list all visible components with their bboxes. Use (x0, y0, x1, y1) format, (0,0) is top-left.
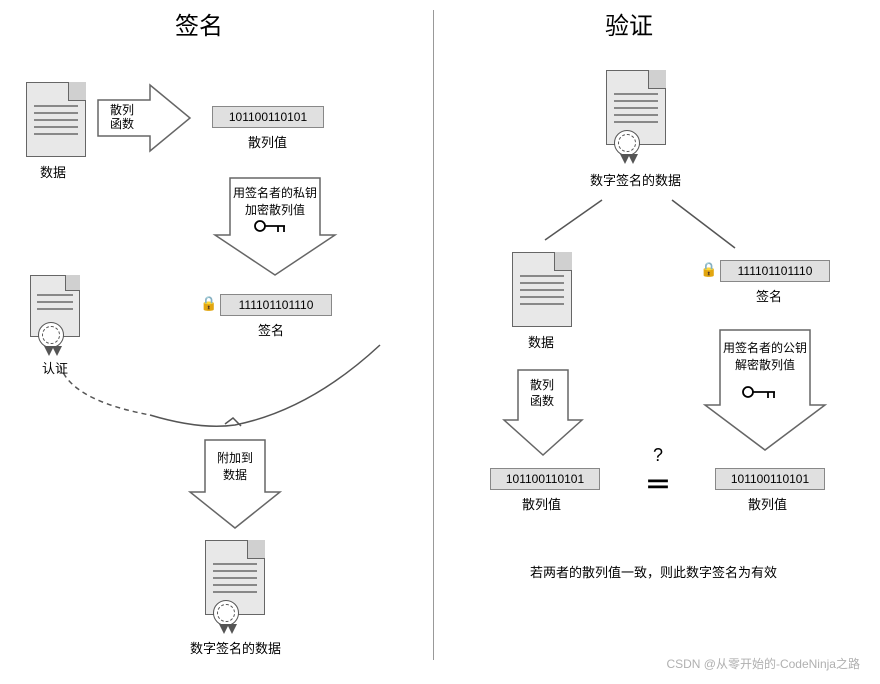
cert-label: 认证 (42, 358, 68, 377)
verify-data-label: 数据 (528, 332, 554, 351)
signing-title: 签名 (175, 6, 223, 41)
hash-fn-line1: 散列 (110, 103, 134, 117)
verify-ribbon2 (628, 154, 638, 164)
cert-ribbon2 (52, 346, 62, 356)
data-doc-icon (26, 82, 86, 157)
encrypt-text: 用签名者的私钥 加密散列值 (230, 185, 320, 219)
append-line1: 附加到 (217, 451, 253, 465)
append-line2: 数据 (223, 468, 247, 482)
equals-sign: ＝ (645, 465, 671, 502)
hash-fn-text: 散列 函数 (110, 103, 134, 132)
verify-lock-icon: 🔒 (700, 262, 714, 276)
decrypt-text: 用签名者的公钥 解密散列值 (720, 340, 810, 374)
signature-label: 签名 (258, 320, 284, 339)
verify-signed-seal-icon (614, 130, 640, 156)
verify-data-doc-icon (512, 252, 572, 327)
encrypt-line1: 用签名者的私钥 (233, 186, 317, 200)
append-text: 附加到 数据 (213, 450, 257, 484)
cert-seal-icon (38, 322, 64, 348)
signature-box: 111101101110 (220, 294, 332, 316)
verify-signature-label: 签名 (756, 286, 782, 305)
encrypt-line2: 加密散列值 (245, 203, 305, 217)
verify-hashfn-text: 散列 函数 (530, 378, 554, 409)
verify-hashfn-line2: 函数 (530, 394, 554, 408)
verify-hash-left-label: 散列值 (522, 494, 561, 513)
decrypt-line2: 解密散列值 (735, 358, 795, 372)
signed-seal-icon (213, 600, 239, 626)
verify-title: 验证 (605, 6, 653, 41)
lock-icon: 🔒 (200, 296, 214, 310)
verify-hash-right-label: 散列值 (748, 494, 787, 513)
question-mark: ? (653, 445, 663, 466)
hash-value-label: 散列值 (248, 132, 287, 151)
hash-fn-line2: 函数 (110, 117, 134, 131)
verify-hash-right-box: 101100110101 (715, 468, 825, 490)
verify-hashfn-line1: 散列 (530, 378, 554, 392)
signed-ribbon2 (227, 624, 237, 634)
verify-hash-left-box: 101100110101 (490, 468, 600, 490)
watermark: CSDN @从零开始的-CodeNinja之路 (666, 655, 860, 672)
conclusion-text: 若两者的散列值一致，则此数字签名为有效 (530, 562, 777, 581)
signed-data-label: 数字签名的数据 (190, 638, 281, 657)
verify-signed-label: 数字签名的数据 (590, 170, 681, 189)
hash-value-box: 101100110101 (212, 106, 324, 128)
verify-signature-box: 111101101110 (720, 260, 830, 282)
vertical-divider (433, 10, 434, 660)
data-label: 数据 (40, 162, 66, 181)
decrypt-line1: 用签名者的公钥 (723, 341, 807, 355)
